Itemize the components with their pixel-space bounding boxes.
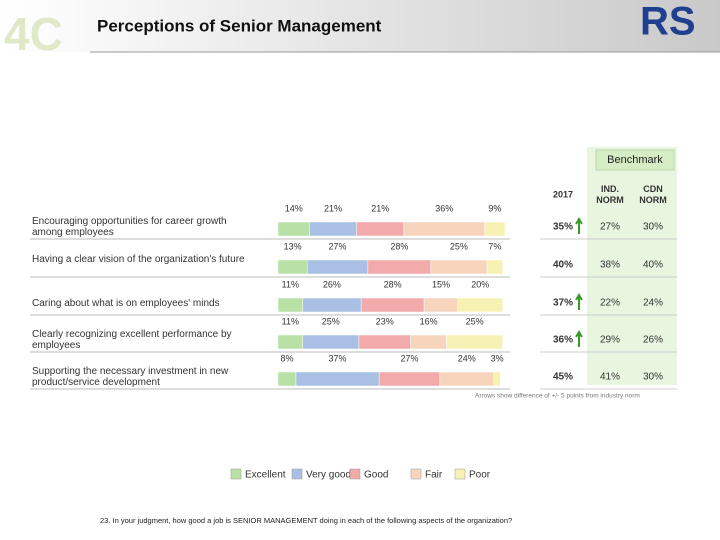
bar-segment (277, 259, 308, 275)
brand-left: 4C (4, 8, 63, 60)
brand-right: RS (640, 0, 696, 44)
bar-segment (277, 334, 303, 350)
value-label: 25% (466, 316, 484, 326)
benchmark-value: 22% (600, 298, 620, 309)
benchmark-value: 30% (643, 222, 663, 233)
bar-segment (403, 221, 486, 237)
legend-swatch (410, 468, 422, 480)
value-label: 11% (282, 279, 299, 289)
question: 23. In your judgment, how good a job is … (100, 516, 512, 525)
value-label: 21% (324, 203, 342, 213)
bar-segment (356, 221, 405, 237)
value-label: 37% (329, 353, 347, 363)
legend-label: Good (364, 470, 388, 481)
benchmark-value: 41% (600, 372, 620, 383)
bar-segment (360, 297, 425, 313)
benchmark-value: 29% (600, 335, 620, 346)
benchmark-value: 24% (643, 298, 663, 309)
bar-segment (493, 371, 501, 387)
category-label: Having a clear vision of the organizatio… (32, 254, 245, 265)
bar-segment (277, 371, 297, 387)
value-label: 9% (488, 203, 501, 213)
benchmark-value: 35% (553, 222, 573, 233)
value-label: 27% (400, 353, 418, 363)
value-label: 26% (323, 279, 341, 289)
up-arrow (575, 330, 583, 347)
benchmark-value: 45% (553, 372, 573, 383)
value-label: 36% (435, 203, 453, 213)
legend-label: Excellent (245, 470, 286, 481)
legend-swatch (291, 468, 303, 480)
title: Perceptions of Senior Management (97, 16, 382, 35)
value-label: 14% (285, 203, 303, 213)
benchmark-title: Benchmark (607, 154, 663, 166)
benchmark-column: 2017 (553, 189, 573, 199)
bar-segment (410, 334, 447, 350)
benchmark-value: 38% (600, 260, 620, 271)
bar-segment (486, 259, 504, 275)
bar-segment (446, 334, 504, 350)
category-label: Clearly recognizing excellent performanc… (32, 329, 232, 351)
benchmark-value: 40% (643, 260, 663, 271)
legend-swatch (230, 468, 242, 480)
value-label: 7% (488, 241, 501, 251)
up-arrow (575, 217, 583, 234)
value-label: 28% (390, 241, 408, 251)
benchmark-panel (587, 147, 677, 385)
value-label: 24% (458, 353, 476, 363)
bar-segment (378, 371, 441, 387)
benchmark-value: 27% (600, 222, 620, 233)
bar-segment (302, 334, 360, 350)
header-band (0, 0, 720, 52)
category-label: Supporting the necessary investment in n… (32, 366, 229, 388)
bar-segment (430, 259, 488, 275)
value-label: 25% (450, 241, 468, 251)
value-label: 8% (280, 353, 293, 363)
bar-segment (484, 221, 506, 237)
value-label: 13% (284, 241, 302, 251)
bar-segment (277, 297, 303, 313)
bar-segment (295, 371, 380, 387)
up-arrow (575, 293, 583, 310)
value-label: 28% (384, 279, 402, 289)
bar-segment (367, 259, 432, 275)
benchmark-tab (595, 149, 675, 171)
value-label: 21% (371, 203, 389, 213)
value-label: 23% (376, 316, 394, 326)
benchmark-value: 26% (643, 335, 663, 346)
value-label: 25% (322, 316, 340, 326)
value-label: 27% (329, 241, 347, 251)
value-label: 20% (471, 279, 489, 289)
benchmark-value: 40% (553, 260, 573, 271)
value-label: 11% (282, 316, 299, 326)
bar-segment (277, 221, 310, 237)
legend-swatch (349, 468, 361, 480)
benchmark-column: IND. NORM (596, 184, 624, 205)
category-label: Caring about what is on employees' minds (32, 297, 220, 309)
bar-segment (306, 259, 369, 275)
bar-segment (302, 297, 362, 313)
value-label: 16% (420, 316, 438, 326)
benchmark-value: 30% (643, 372, 663, 383)
bar-segment (457, 297, 504, 313)
bar-segment (358, 334, 411, 350)
legend-swatch (454, 468, 466, 480)
legend-label: Poor (469, 470, 491, 481)
bar-segment (439, 371, 495, 387)
note: Arrows show difference of +/- 5 points f… (475, 393, 640, 400)
bar-segment (309, 221, 357, 237)
value-label: 3% (491, 353, 504, 363)
bar-segment (423, 297, 459, 313)
legend-label: Fair (425, 470, 443, 481)
legend-label: Very good (306, 470, 351, 481)
value-label: 15% (432, 279, 450, 289)
benchmark-value: 37% (553, 298, 573, 309)
benchmark-column: CDN NORM (639, 184, 667, 205)
benchmark-value: 36% (553, 335, 573, 346)
category-label: Encouraging opportunities for career gro… (32, 216, 227, 238)
